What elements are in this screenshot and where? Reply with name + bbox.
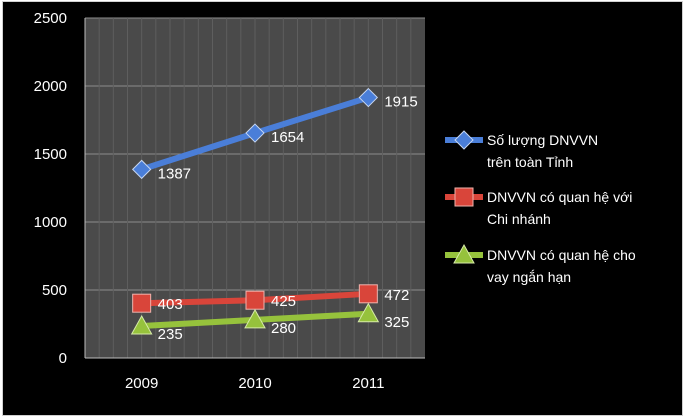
legend-label: Chi nhánh — [487, 211, 551, 227]
legend-diamond-marker — [454, 130, 474, 150]
data-label: 280 — [271, 320, 296, 337]
legend-label: trên toàn Tỉnh — [487, 154, 573, 170]
data-label: 235 — [158, 326, 183, 343]
legend-label: DNVVN có quan hệ cho — [487, 247, 636, 263]
y-tick-label: 0 — [59, 350, 67, 367]
square-marker — [245, 290, 265, 310]
legend-square-marker — [454, 187, 474, 207]
triangle-marker — [357, 302, 380, 323]
legend-label: Số lượng DNVVN — [487, 132, 598, 148]
data-label: 425 — [271, 293, 296, 310]
data-label: 1654 — [271, 129, 304, 146]
square-marker — [358, 284, 378, 304]
diamond-marker — [358, 87, 379, 108]
data-label: 1387 — [158, 165, 191, 182]
x-tick-label: 2009 — [125, 375, 158, 392]
diamond-marker — [245, 123, 265, 143]
square-marker — [132, 293, 152, 313]
y-tick-label: 2000 — [34, 78, 67, 95]
legend-triangle-marker — [453, 243, 475, 264]
x-tick-label: 2011 — [352, 375, 384, 392]
data-label: 325 — [384, 314, 409, 331]
data-label: 1915 — [384, 94, 417, 111]
y-tick-label: 500 — [42, 282, 67, 299]
data-label: 472 — [384, 287, 409, 304]
y-tick-label: 2500 — [34, 10, 67, 27]
y-tick-label: 1000 — [34, 214, 67, 231]
data-label: 403 — [158, 296, 183, 313]
y-tick-label: 1500 — [34, 146, 67, 163]
diamond-marker — [131, 159, 152, 180]
x-tick-label: 2010 — [238, 375, 271, 392]
legend-label: vay ngắn hạn — [487, 269, 571, 285]
legend-label: DNVVN có quan hệ với — [487, 189, 632, 205]
triangle-marker — [244, 308, 266, 329]
triangle-marker — [130, 315, 153, 335]
